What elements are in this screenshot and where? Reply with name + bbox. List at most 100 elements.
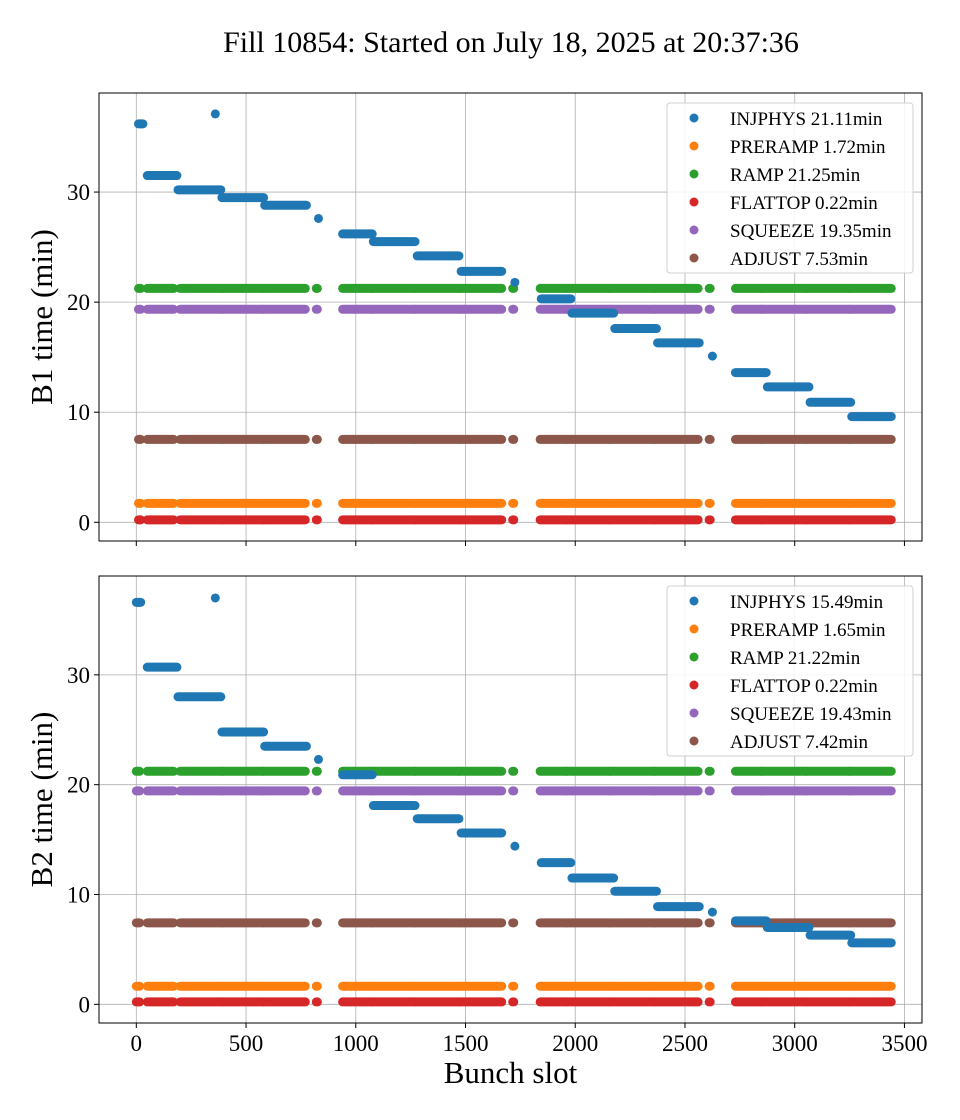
b1-y-tick-label: 30	[67, 180, 90, 205]
b2-injphys-point	[260, 741, 311, 751]
b1-legend-label-preramp: PRERAMP 1.72min	[730, 137, 886, 158]
b2-squeeze-point	[454, 786, 507, 796]
b1-legend-marker-flattop	[689, 197, 699, 207]
b1-preramp-point	[134, 498, 146, 508]
b2-axes-frame	[98, 575, 923, 1024]
b1-y-axis-label: B1 time (min)	[24, 229, 59, 405]
b2-preramp-point	[845, 981, 896, 991]
b1-ramp-point	[730, 283, 767, 293]
b1-ramp-point	[801, 283, 855, 293]
b2-flattop-point	[649, 997, 703, 1007]
b2-legend-label-flattop: FLATTOP 0.22min	[730, 676, 878, 697]
b1-injphys-point	[313, 213, 323, 223]
b2-preramp-point	[338, 981, 376, 991]
b2-ramp-point	[311, 766, 322, 776]
b2-squeeze-point	[508, 786, 519, 796]
b2-squeeze-point	[410, 786, 464, 796]
b1-adjust-point	[801, 434, 855, 444]
b1-ramp-point	[175, 283, 227, 293]
b2-ramp-point	[801, 766, 855, 776]
b1-adjust-point	[508, 434, 519, 444]
b1-preramp-point	[561, 498, 615, 508]
b1-ramp-point	[649, 283, 703, 293]
figure-title: Fill 10854: Started on July 18, 2025 at …	[223, 26, 799, 59]
b2-x-tick-label: 0	[131, 1031, 143, 1056]
b1-legend-label-injphys: INJPHYS 21.11min	[730, 109, 883, 130]
b2-squeeze-point	[311, 786, 322, 796]
b1-squeeze-point	[801, 304, 855, 314]
b1-injphys-point	[847, 412, 896, 422]
b1-ramp-point	[561, 283, 615, 293]
b2-flattop-point	[730, 997, 767, 1007]
b1-preramp-point	[366, 498, 420, 508]
b1-adjust-point	[730, 434, 767, 444]
b1-squeeze-point	[845, 304, 896, 314]
b2-legend-label-squeeze: SQUEEZE 19.43min	[730, 704, 892, 725]
b2-flattop-point	[175, 997, 227, 1007]
b1-preramp-point	[704, 498, 715, 508]
b2-x-tick-label: 2500	[662, 1031, 708, 1056]
b1-preramp-point	[259, 498, 310, 508]
b1-injphys-point	[368, 237, 420, 247]
b2-squeeze-point	[561, 786, 615, 796]
b2-injphys-point	[173, 692, 226, 702]
b2-x-tick-label: 1500	[443, 1031, 489, 1056]
b1-injphys-point	[707, 351, 717, 361]
b2-y-tick-label: 20	[67, 773, 90, 798]
b1-injphys-point	[173, 185, 226, 195]
b1-adjust-point	[338, 434, 376, 444]
b1-injphys-point	[805, 397, 856, 407]
b1-legend-box	[666, 102, 914, 274]
b2-ramp-point	[410, 766, 464, 776]
b1-injphys-point	[610, 324, 661, 334]
b1-ramp-point	[605, 283, 659, 293]
b2-ticks: 0 500 1000 1500 2000 2500 3000 3500 0 10 20 30	[67, 663, 927, 1056]
b1-injphys-point	[338, 229, 377, 239]
b2-squeeze-point	[649, 786, 703, 796]
b1-flattop-point	[649, 515, 703, 525]
b2-squeeze-point	[338, 786, 376, 796]
b2-ramp-point	[845, 766, 896, 776]
b1-legend-marker-adjust	[689, 253, 699, 263]
b1-adjust-point	[175, 434, 227, 444]
b1-flattop-point	[535, 515, 571, 525]
b2-squeeze-point	[801, 786, 855, 796]
b1-flattop-point	[730, 515, 767, 525]
b1-flattop-point	[338, 515, 376, 525]
b1-squeeze-point	[311, 304, 322, 314]
b2-legend-label-ramp: RAMP 21.22min	[730, 648, 861, 669]
b1-ramp-point	[757, 283, 811, 293]
b1-flattop-point	[142, 515, 179, 525]
b1-ramp-point	[134, 283, 146, 293]
b1-adjust-point	[454, 434, 507, 444]
b1-y-tick-label: 10	[67, 400, 90, 425]
b1-preramp-point	[605, 498, 659, 508]
b1-ramp-point	[259, 283, 310, 293]
b1-preramp-point	[730, 498, 767, 508]
b1-injphys-point	[730, 368, 771, 378]
b2-injphys-point	[217, 727, 269, 737]
b2-flattop-point	[142, 997, 179, 1007]
b2-flattop-point	[131, 997, 145, 1007]
b2-preramp-point	[757, 981, 811, 991]
b1-squeeze-point	[535, 304, 571, 314]
b2-ramp-point	[649, 766, 703, 776]
b1-squeeze-point	[649, 304, 703, 314]
b2-ramp-point	[605, 766, 659, 776]
b2-ramp-point	[757, 766, 811, 776]
b1-adjust-point	[259, 434, 310, 444]
b2-squeeze-point	[757, 786, 811, 796]
b2-ramp-point	[454, 766, 507, 776]
b1-squeeze-point	[142, 304, 179, 314]
b2-adjust-point	[259, 918, 310, 928]
b1-adjust-point	[410, 434, 464, 444]
b1-ramp-point	[338, 283, 376, 293]
b1-flattop-point	[757, 515, 811, 525]
b2-adjust-point	[561, 918, 615, 928]
b1-preramp-point	[508, 498, 519, 508]
b2-preramp-point	[454, 981, 507, 991]
b1-injphys-point	[456, 266, 507, 276]
b1-injphys-point	[210, 109, 220, 119]
b1-legend-marker-squeeze	[689, 225, 699, 235]
b2-preramp-point	[131, 981, 145, 991]
